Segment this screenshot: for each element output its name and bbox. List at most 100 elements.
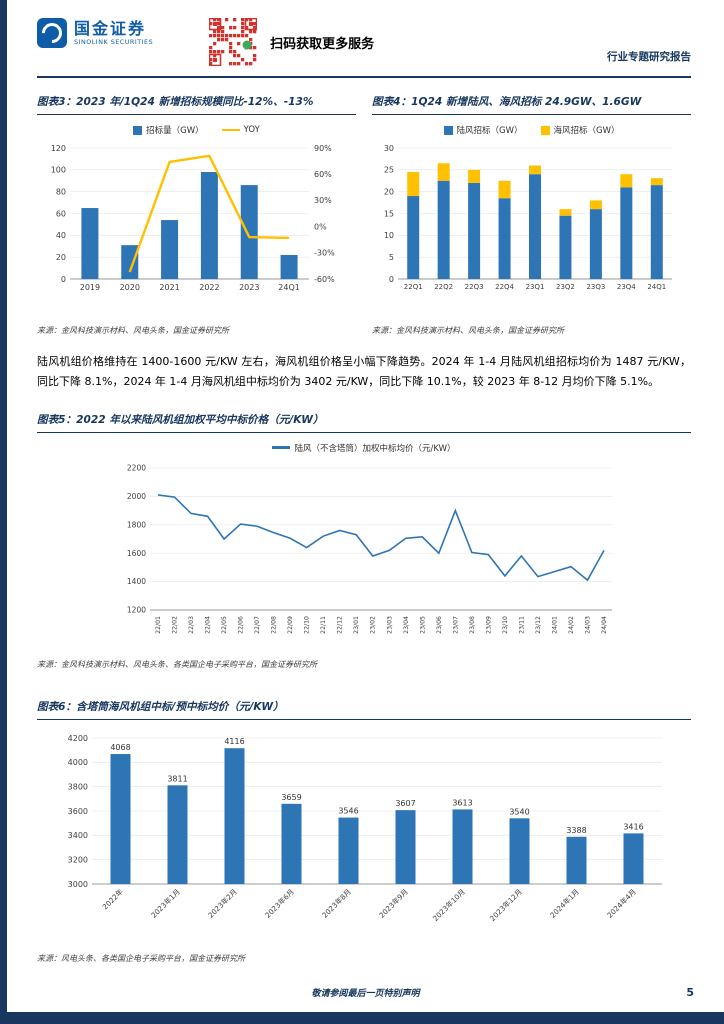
svg-text:2024年1月: 2024年1月 <box>548 887 581 920</box>
svg-text:24/03: 24/03 <box>584 616 591 634</box>
legend-label-bid-volume: 招标量（GW） <box>146 126 204 136</box>
body-paragraph: 陆风机组价格维持在 1400-1600 元/KW 左右，海风机组价格呈小幅下降趋… <box>37 355 691 388</box>
chart5-legend: 陆风（不含塔筒）加权中标均价（元/KW） <box>37 442 691 454</box>
svg-text:23/11: 23/11 <box>518 616 525 634</box>
page-content: 国金证券 SINOLINK SECURITIES 扫码获取更多服务 行业专题研究… <box>37 0 691 964</box>
svg-text:2200: 2200 <box>127 463 146 472</box>
svg-text:120: 120 <box>51 144 66 153</box>
svg-text:4068: 4068 <box>110 743 130 752</box>
svg-text:23/12: 23/12 <box>535 616 542 634</box>
legend-label-onshore: 陆风招标（GW） <box>456 126 523 136</box>
brand-name-en: SINOLINK SECURITIES <box>74 38 154 47</box>
page-number: 5 <box>686 986 694 999</box>
figure4-block: 图表4：1Q24 新增陆风、海风招标 24.9GW、1.6GW 陆风招标（GW）… <box>372 91 691 336</box>
svg-text:3811: 3811 <box>167 774 187 783</box>
svg-text:23Q3: 23Q3 <box>586 283 605 291</box>
svg-text:20: 20 <box>56 253 66 262</box>
svg-text:2020: 2020 <box>120 283 140 292</box>
svg-text:22/09: 22/09 <box>287 616 294 634</box>
svg-text:23Q4: 23Q4 <box>617 283 636 291</box>
legend-item-onshore-price: 陆风（不含塔筒）加权中标均价（元/KW） <box>272 442 456 454</box>
svg-text:15: 15 <box>384 209 394 218</box>
chart5-wrapper: 1200 1400 1600 1800 2000 2200 22/01 22/02 22/03 2… <box>37 458 691 654</box>
header-divider <box>37 76 691 78</box>
svg-text:22Q2: 22Q2 <box>434 283 453 291</box>
svg-text:2024年4月: 2024年4月 <box>605 887 638 920</box>
figure3-title: 图表3：2023 年/1Q24 新增招标规模同比-12%、-13% <box>37 91 356 115</box>
svg-text:30%: 30% <box>314 196 332 205</box>
svg-text:4116: 4116 <box>224 737 244 746</box>
report-type-label: 行业专题研究报告 <box>607 51 691 63</box>
svg-text:22/04: 22/04 <box>205 616 212 634</box>
legend-item-offshore: 海风招标（GW） <box>540 124 620 136</box>
qr-code-icon <box>208 17 258 67</box>
svg-text:1400: 1400 <box>127 577 146 586</box>
svg-text:1600: 1600 <box>127 548 146 557</box>
svg-text:2021: 2021 <box>159 283 179 292</box>
figure5-title: 图表5：2022 年以来陆风机组加权平均中标价格（元/KW） <box>37 409 691 433</box>
svg-text:3800: 3800 <box>68 782 88 791</box>
svg-text:2022年: 2022年 <box>101 887 125 911</box>
figure6-source: 来源：风电头条、各类国企电子采购平台，国金证券研究所 <box>37 953 245 963</box>
legend-label-yoy: YOY <box>243 125 260 135</box>
svg-text:23/10: 23/10 <box>502 616 509 634</box>
brand-text: 国金证券 SINOLINK SECURITIES <box>74 19 154 47</box>
svg-text:23/09: 23/09 <box>485 616 492 634</box>
svg-text:90%: 90% <box>314 144 332 153</box>
svg-text:20: 20 <box>384 187 394 196</box>
svg-text:24/01: 24/01 <box>551 616 558 634</box>
svg-text:0%: 0% <box>314 222 327 231</box>
svg-text:23/05: 23/05 <box>419 616 426 634</box>
svg-text:-60%: -60% <box>314 275 335 284</box>
svg-text:24Q1: 24Q1 <box>647 283 666 291</box>
figure6-block: 图表6：含塔筒海风机组中标/预中标均价（元/KW） 3000 3200 3400 36… <box>37 696 691 964</box>
legend-label-onshore-price: 陆风（不含塔筒）加权中标均价（元/KW） <box>294 443 456 454</box>
svg-text:2022: 2022 <box>199 283 219 292</box>
svg-text:3546: 3546 <box>338 806 358 815</box>
svg-text:3388: 3388 <box>566 825 586 834</box>
page-header: 国金证券 SINOLINK SECURITIES 扫码获取更多服务 行业专题研究… <box>37 17 691 67</box>
svg-text:2023: 2023 <box>239 283 259 292</box>
svg-text:3613: 3613 <box>452 798 472 807</box>
svg-text:22/03: 22/03 <box>188 616 195 634</box>
svg-text:5: 5 <box>389 253 394 262</box>
svg-text:30: 30 <box>384 144 394 153</box>
svg-text:22/02: 22/02 <box>172 616 179 634</box>
svg-text:23/04: 23/04 <box>403 616 410 634</box>
svg-text:4200: 4200 <box>68 733 88 742</box>
svg-text:23/02: 23/02 <box>370 616 377 634</box>
onshore-offshore-stacked-chart: 0 5 10 15 20 25 30 22Q1 22Q2 22Q3 22Q4 23Q1 23Q2 23Q3… <box>384 144 672 291</box>
bottom-edge-bar <box>0 1012 724 1024</box>
svg-text:24/04: 24/04 <box>601 616 608 634</box>
svg-text:23/01: 23/01 <box>353 616 360 634</box>
svg-text:3400: 3400 <box>68 831 88 840</box>
svg-text:4000: 4000 <box>68 758 88 767</box>
svg-text:1800: 1800 <box>127 520 146 529</box>
page-footer: 敬请参阅最后一页特别声明 5 <box>37 986 694 1002</box>
bid-volume-swatch <box>133 125 143 135</box>
svg-text:2000: 2000 <box>127 492 146 501</box>
svg-text:23Q2: 23Q2 <box>556 283 575 291</box>
figure5-source: 来源：金风科技演示材料、风电头条、各类国企电子采购平台，国金证券研究所 <box>37 659 317 669</box>
legend-item-onshore: 陆风招标（GW） <box>443 124 523 136</box>
figure5-block: 图表5：2022 年以来陆风机组加权平均中标价格（元/KW） 陆风（不含塔筒）加… <box>37 409 691 670</box>
brand-logo: 国金证券 SINOLINK SECURITIES <box>37 18 153 48</box>
svg-text:60%: 60% <box>314 170 332 179</box>
figure3-source: 来源：金风科技演示材料、风电头条，国金证券研究所 <box>37 326 229 335</box>
svg-text:3000: 3000 <box>68 879 88 888</box>
figure4-source: 来源：金风科技演示材料、风电头条，国金证券研究所 <box>372 326 564 335</box>
svg-text:0: 0 <box>389 275 394 284</box>
svg-text:2023年10月: 2023年10月 <box>431 887 467 923</box>
offshore-price-bar-chart: 3000 3200 3400 3600 3800 4000 4200 4068 2022年 381… <box>68 733 662 923</box>
footer-disclaimer: 敬请参阅最后一页特别声明 <box>311 989 420 999</box>
svg-text:3200: 3200 <box>68 855 88 864</box>
svg-text:2023年6月: 2023年6月 <box>263 887 296 920</box>
svg-text:2023年8月: 2023年8月 <box>320 887 353 920</box>
svg-text:3600: 3600 <box>68 806 88 815</box>
svg-text:22/01: 22/01 <box>155 616 162 634</box>
svg-text:23Q1: 23Q1 <box>526 283 545 291</box>
svg-text:3607: 3607 <box>395 799 415 808</box>
svg-text:23/03: 23/03 <box>386 616 393 634</box>
svg-text:2023年9月: 2023年9月 <box>377 887 410 920</box>
svg-text:1200: 1200 <box>127 605 146 614</box>
